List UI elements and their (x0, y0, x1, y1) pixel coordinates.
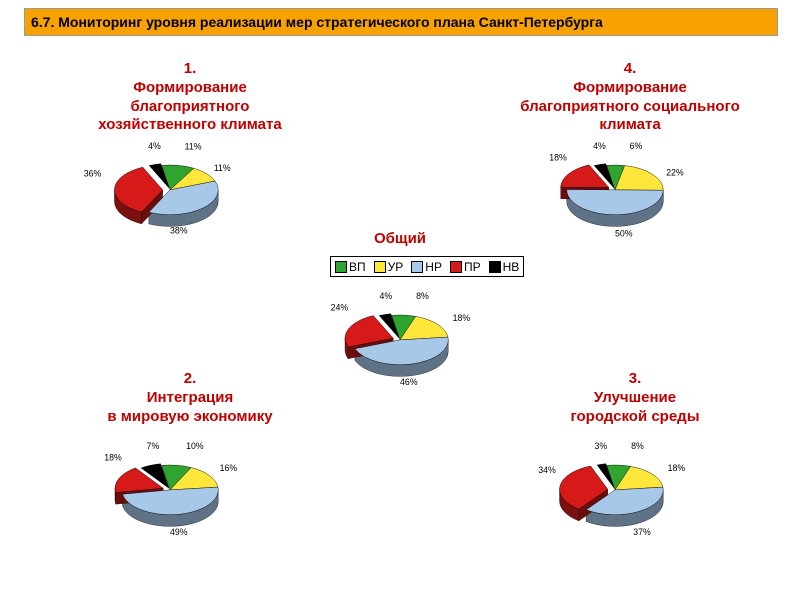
chart-title-c0: Общий (345, 230, 455, 249)
chart-title-line: Формирование (75, 79, 305, 98)
pct-label: 18% (104, 453, 122, 463)
pct-label: 49% (170, 527, 188, 537)
chart-title-line: Интеграция (75, 389, 305, 408)
pct-label: 11% (214, 163, 231, 173)
pct-label: 18% (668, 463, 686, 473)
chart-title-c2: 2.Интеграцияв мировую экономику (75, 370, 305, 426)
pct-label: 4% (148, 141, 161, 151)
pct-label: 8% (416, 291, 429, 301)
pct-label: 38% (170, 226, 188, 236)
legend-item: НВ (489, 259, 520, 274)
chart-title-c3: 3.Улучшениегородской среды (530, 370, 740, 426)
pct-label: 50% (615, 229, 633, 239)
header-bar: 6.7. Мониторинг уровня реализации мер ст… (24, 8, 778, 36)
legend-label: ВП (349, 260, 366, 274)
pct-label: 37% (633, 527, 651, 537)
chart-num: 1. (75, 60, 305, 79)
legend-item: УР (374, 259, 404, 274)
chart-title-line: Улучшение (530, 389, 740, 408)
pie-c1: 11% 11% 38% 36% 4% (75, 130, 265, 260)
chart-title-line: благоприятного социального (490, 98, 770, 117)
legend-item: ВП (335, 259, 366, 274)
chart-num: 4. (490, 60, 770, 79)
pie-c0: 8% 18% 46% 24% 4% (305, 280, 495, 410)
pct-label: 24% (331, 303, 349, 313)
legend-label: НВ (503, 260, 520, 274)
pct-label: 8% (631, 441, 644, 451)
legend-label: УР (388, 260, 404, 274)
pie-c3: 8% 18% 37% 34% 3% (520, 430, 710, 560)
legend: ВП УР НР ПР НВ (330, 256, 524, 277)
pct-label: 16% (220, 463, 238, 473)
legend-label: ПР (464, 260, 481, 274)
chart-title-line: городской среды (530, 408, 740, 427)
pct-label: 18% (453, 313, 471, 323)
header-text: 6.7. Мониторинг уровня реализации мер ст… (25, 14, 603, 30)
legend-swatch-nr (411, 261, 423, 273)
legend-swatch-ur (374, 261, 386, 273)
pct-label: 7% (147, 441, 160, 451)
pct-label: 10% (186, 441, 204, 451)
pct-label: 34% (538, 465, 556, 475)
pct-label: 46% (400, 377, 418, 387)
pct-label: 6% (630, 141, 643, 151)
chart-title-c4: 4.Формированиеблагоприятного социального… (490, 60, 770, 135)
chart-num: 2. (75, 370, 305, 389)
pct-label: 18% (549, 153, 567, 163)
legend-item: НР (411, 259, 442, 274)
legend-swatch-pr (450, 261, 462, 273)
legend-label: НР (425, 260, 442, 274)
legend-swatch-nv (489, 261, 501, 273)
chart-num: 3. (530, 370, 740, 389)
chart-title-line: Общий (345, 230, 455, 249)
chart-title-line: Формирование (490, 79, 770, 98)
chart-title-line: благоприятного (75, 98, 305, 117)
pct-label: 4% (593, 141, 606, 151)
pct-label: 36% (84, 169, 102, 179)
pct-label: 4% (380, 291, 393, 301)
chart-title-c1: 1.Формированиеблагоприятногохозяйственно… (75, 60, 305, 135)
pct-label: 3% (595, 441, 608, 451)
chart-title-line: в мировую экономику (75, 408, 305, 427)
pie-c4: 6% 22% 50% 18% 4% (520, 130, 710, 260)
pct-label: 22% (666, 167, 684, 177)
pie-c2: 10% 16% 49% 18% 7% (75, 430, 265, 560)
pct-label: 11% (185, 142, 202, 152)
legend-swatch-vp (335, 261, 347, 273)
legend-item: ПР (450, 259, 481, 274)
